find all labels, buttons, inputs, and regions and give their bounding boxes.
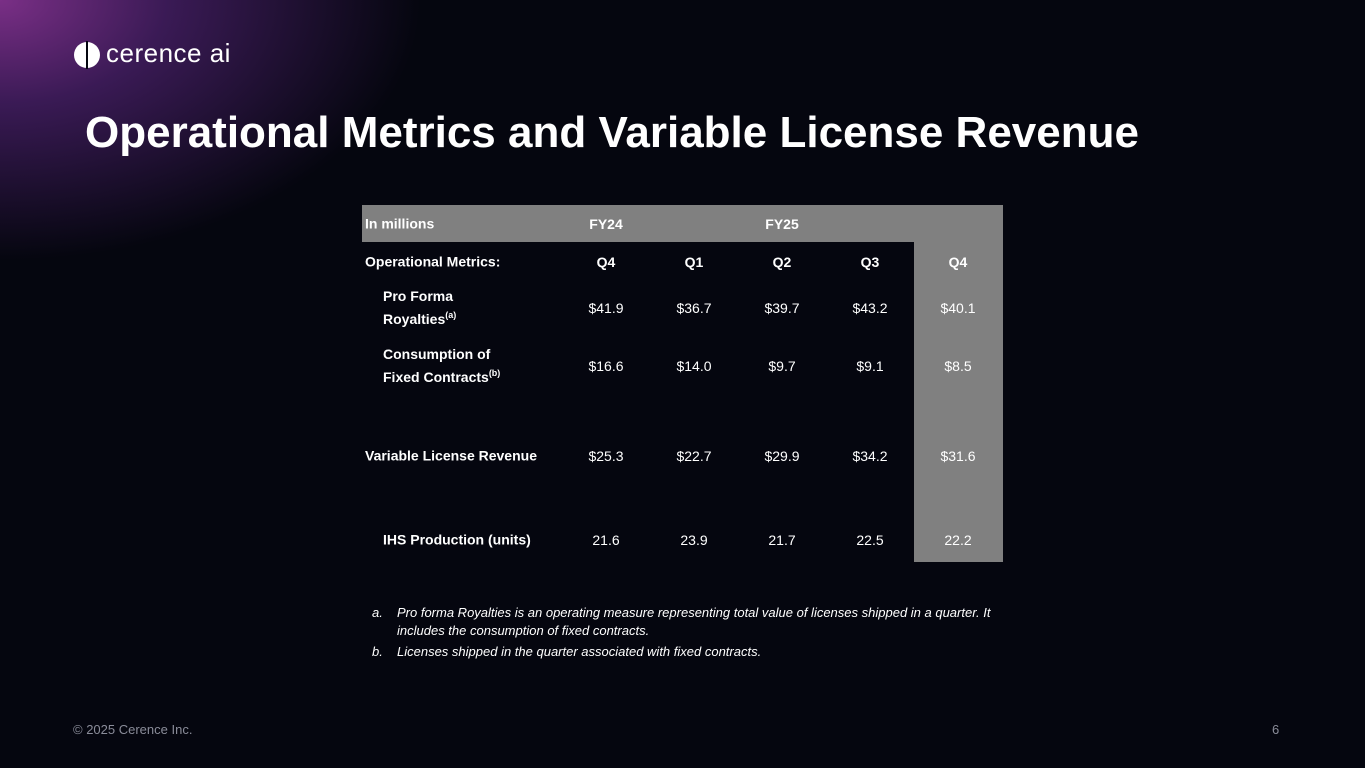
footnote-text: Licenses shipped in the quarter associat… bbox=[397, 644, 762, 659]
highlight-column bbox=[914, 242, 1003, 562]
table-cell: 21.7 bbox=[768, 532, 796, 548]
table-cell: $41.9 bbox=[588, 300, 624, 316]
table-cell: $29.9 bbox=[764, 448, 800, 464]
subheader-cell: Q3 bbox=[860, 254, 880, 270]
footnote-text: Pro forma Royalties is an operating meas… bbox=[397, 605, 991, 638]
table-cell: $39.7 bbox=[764, 300, 800, 316]
header-cell: FY24 bbox=[589, 216, 623, 232]
table-cell: $14.0 bbox=[676, 358, 712, 374]
table-cell: $9.1 bbox=[856, 358, 884, 374]
logo-icon bbox=[74, 41, 100, 69]
table-cell: $16.6 bbox=[588, 358, 624, 374]
table-cell: $22.7 bbox=[676, 448, 712, 464]
subheader-cell: Q4 bbox=[596, 254, 616, 270]
table-cell: $31.6 bbox=[940, 448, 976, 464]
table-cell: $34.2 bbox=[852, 448, 888, 464]
table-cell: $9.7 bbox=[768, 358, 796, 374]
copyright: © 2025 Cerence Inc. bbox=[73, 722, 193, 737]
header-bg bbox=[362, 205, 1003, 242]
table-cell: 21.6 bbox=[592, 532, 620, 548]
logo-text: cerence ai bbox=[106, 38, 231, 68]
note-marker: (a) bbox=[445, 310, 457, 321]
table-cell: $25.3 bbox=[588, 448, 624, 464]
row-label: Pro Forma Royalties(a) bbox=[383, 288, 457, 327]
footnote-marker: b. bbox=[372, 644, 383, 659]
subheader-cell: Q4 bbox=[948, 254, 968, 270]
row-label: IHS Production (units) bbox=[383, 531, 531, 548]
row-label: Consumption of Fixed Contracts(b) bbox=[383, 346, 501, 385]
note-marker: (b) bbox=[488, 368, 501, 379]
row-label: Variable License Revenue bbox=[365, 447, 537, 464]
table-cell: 23.9 bbox=[680, 532, 708, 548]
table-cell: $8.5 bbox=[944, 358, 972, 374]
title: Operational Metrics and Variable License… bbox=[85, 108, 1139, 157]
table-cell: $36.7 bbox=[676, 300, 712, 316]
subheader-label: Operational Metrics: bbox=[365, 253, 501, 270]
table-cell: 22.5 bbox=[856, 532, 884, 548]
table-cell: $43.2 bbox=[852, 300, 888, 316]
page-number: 6 bbox=[1272, 722, 1280, 737]
header-cell: FY25 bbox=[765, 216, 799, 232]
subheader-cell: Q2 bbox=[772, 254, 792, 270]
table-cell: 22.2 bbox=[944, 532, 972, 548]
header-cell: In millions bbox=[365, 215, 435, 232]
subheader-cell: Q1 bbox=[684, 254, 704, 270]
table-cell: $40.1 bbox=[940, 300, 976, 316]
footnote-marker: a. bbox=[372, 605, 383, 620]
